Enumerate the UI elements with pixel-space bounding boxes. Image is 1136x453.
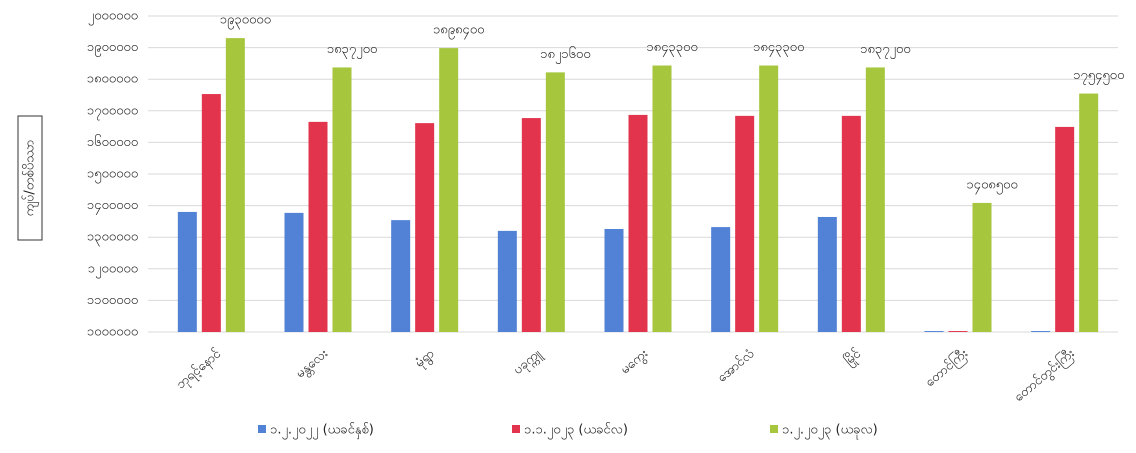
data-label: ၁၈၃၇၂၀၀ xyxy=(327,42,377,59)
y-tick-label: ၁၈၀၀၀၀၀ xyxy=(87,72,138,87)
bar xyxy=(284,212,304,332)
legend-label: ၁.၁.၂၀၂၃ (ယခင်လ) xyxy=(524,422,628,440)
bar xyxy=(545,72,565,333)
y-tick-label: ၁၃၀၀၀၀၀ xyxy=(87,230,138,247)
bar xyxy=(972,202,992,332)
y-tick-label: ၂၀၀၀၀၀၀ xyxy=(88,9,138,26)
bar xyxy=(865,67,885,333)
legend-label: ၁.၂.၂၀၂၃ (ယခုလ) xyxy=(782,423,878,440)
bar xyxy=(735,115,755,332)
data-label: ၁၈၉၈၄၀၀ xyxy=(433,23,484,40)
x-tick-label: မုံရွာ xyxy=(412,346,438,372)
bar xyxy=(604,228,624,332)
bar xyxy=(225,38,245,333)
y-axis-title-group: ကျပ်/တစ်ပိဿာ xyxy=(17,115,43,241)
bar xyxy=(1055,126,1075,332)
y-tick-label: ၁၉၀၀၀၀၀ xyxy=(87,40,138,57)
bar xyxy=(497,230,517,332)
y-tick-label: ၁၆၀၀၀၀၀ xyxy=(87,134,138,150)
x-tick-label: အောင်လံ xyxy=(714,345,757,385)
bar xyxy=(759,65,779,332)
x-tick-label: မန္တလေး xyxy=(293,346,332,383)
y-axis-title-box xyxy=(17,115,43,241)
y-tick-label: ၁၁၀၀၀၀၀ xyxy=(87,293,138,308)
bar xyxy=(415,123,435,333)
data-label: ၁၈၂၁၆၀၀ xyxy=(540,46,590,64)
bar xyxy=(308,121,328,332)
bar xyxy=(841,115,861,332)
bar xyxy=(1079,93,1099,332)
data-label: ၁၄၀၈၅၀၀ xyxy=(966,177,1017,194)
bar xyxy=(201,94,221,332)
y-tick-label: ၁၅၀၀၀၀၀ xyxy=(87,167,138,184)
bar xyxy=(1031,331,1051,332)
data-label: ၁၇၅၄၅၀၀ xyxy=(1073,68,1124,85)
y-tick-label: ၁၂၀၀၀၀၀ xyxy=(88,261,138,278)
y-axis-title: ကျပ်/တစ်ပိဿာ xyxy=(22,140,40,217)
y-tick-label: ၁၄၀၀၀၀၀ xyxy=(87,198,138,215)
bar xyxy=(332,67,352,333)
bar xyxy=(177,211,197,332)
data-label: ၁၈၄၃၃၀၀ xyxy=(753,40,804,57)
data-label: ၁၈၄၃၃၀၀ xyxy=(646,40,697,57)
bar xyxy=(948,331,968,332)
y-tick-label: ၁၀၀၀၀၀၀ xyxy=(87,325,138,340)
x-tick-label: ပခုက္ကူ xyxy=(511,346,546,379)
bar xyxy=(817,216,837,332)
bar xyxy=(924,331,944,332)
data-label: ၁၈၃၇၂၀၀ xyxy=(860,42,910,59)
x-tick-label: တောင်ကြီး xyxy=(921,345,972,392)
x-tick-label: ဘုရင့်နောင် xyxy=(173,345,226,394)
bar xyxy=(391,220,411,332)
x-tick-label: မြိုင် xyxy=(840,344,866,370)
bar xyxy=(628,114,648,333)
legend-swatch xyxy=(770,425,778,433)
legend-label: ၁.၂.၂၀၂၂ (ယခင်နှစ်) xyxy=(270,422,374,440)
bar xyxy=(652,65,672,332)
legend-swatch xyxy=(512,425,520,433)
x-tick-label: မကွေး xyxy=(618,346,652,379)
bar xyxy=(711,227,731,332)
legend-swatch xyxy=(258,425,266,433)
bar xyxy=(521,118,541,333)
y-tick-label: ၁၇၀၀၀၀၀ xyxy=(87,103,138,120)
bar xyxy=(439,48,459,333)
x-tick-label: တောင်တွင်းကြီး xyxy=(1010,345,1079,407)
data-label: ၁၉၃၀၀၀၀ xyxy=(220,13,271,30)
